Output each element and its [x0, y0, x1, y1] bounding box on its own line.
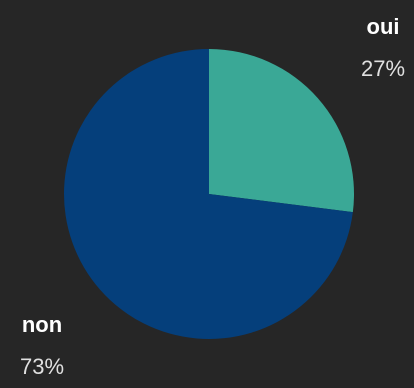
slice-value-label: 73%	[20, 354, 64, 379]
pie-slice	[64, 49, 353, 340]
slice-label: non	[22, 312, 62, 337]
pie-slice	[209, 49, 355, 213]
slice-label: oui	[367, 14, 400, 39]
slice-value-label: 27%	[361, 56, 405, 81]
